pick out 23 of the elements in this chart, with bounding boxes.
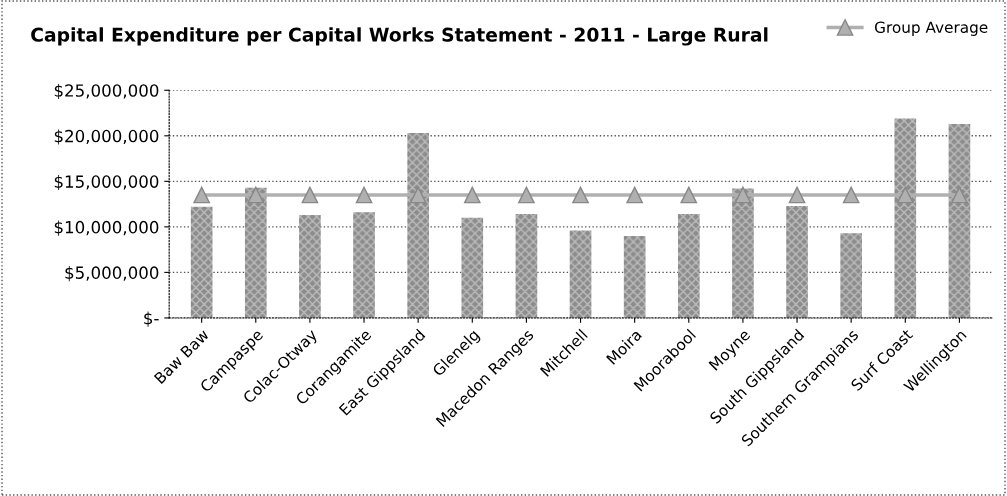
- bar: [353, 212, 375, 318]
- y-tick-label: $15,000,000: [54, 175, 159, 191]
- y-tick-label: $-: [144, 311, 159, 327]
- bar: [190, 206, 213, 318]
- bar: [569, 230, 592, 318]
- y-tick-label: $10,000,000: [54, 220, 159, 236]
- bar: [461, 217, 484, 318]
- bar: [677, 214, 700, 318]
- bar: [840, 233, 862, 318]
- y-tick-label: $5,000,000: [65, 266, 159, 282]
- bar: [515, 214, 538, 318]
- chart-title: Capital Expenditure per Capital Works Statement - 2011 - Large Rural: [31, 27, 768, 46]
- bar: [299, 215, 321, 318]
- bar: [894, 118, 917, 318]
- y-tick-label: $20,000,000: [54, 129, 159, 145]
- bar: [786, 205, 808, 318]
- legend-label: Group Average: [874, 21, 988, 36]
- bar: [732, 188, 754, 318]
- bar: [244, 187, 267, 318]
- bar: [948, 123, 971, 318]
- bar: [623, 235, 646, 318]
- bar: [407, 133, 429, 318]
- y-tick-label: $25,000,000: [54, 83, 159, 100]
